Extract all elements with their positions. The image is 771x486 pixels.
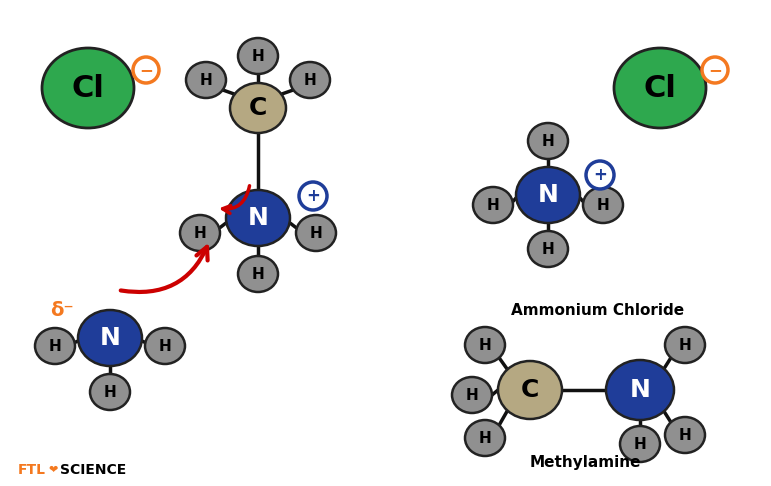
Text: −: −: [139, 61, 153, 79]
Ellipse shape: [528, 231, 568, 267]
Text: +: +: [306, 187, 320, 205]
Text: H: H: [304, 72, 316, 87]
Ellipse shape: [35, 328, 75, 364]
Text: H: H: [466, 387, 478, 402]
Text: FTL: FTL: [18, 463, 46, 477]
Text: H: H: [541, 134, 554, 149]
Ellipse shape: [620, 426, 660, 462]
Ellipse shape: [665, 417, 705, 453]
Text: H: H: [49, 339, 62, 353]
Ellipse shape: [586, 161, 614, 189]
Ellipse shape: [465, 420, 505, 456]
Ellipse shape: [606, 360, 674, 420]
Ellipse shape: [133, 57, 159, 83]
Ellipse shape: [238, 38, 278, 74]
Text: H: H: [159, 339, 171, 353]
Text: N: N: [537, 183, 558, 207]
Ellipse shape: [452, 377, 492, 413]
Ellipse shape: [290, 62, 330, 98]
FancyArrowPatch shape: [223, 186, 250, 213]
Ellipse shape: [78, 310, 142, 366]
FancyArrowPatch shape: [121, 247, 207, 292]
Text: N: N: [247, 206, 268, 230]
Text: H: H: [194, 226, 207, 241]
Text: H: H: [479, 431, 491, 446]
Text: Cl: Cl: [72, 73, 104, 103]
Text: H: H: [200, 72, 212, 87]
Text: H: H: [634, 436, 646, 451]
Text: H: H: [678, 428, 692, 442]
Ellipse shape: [665, 327, 705, 363]
Ellipse shape: [498, 361, 562, 419]
Text: Cl: Cl: [644, 73, 676, 103]
Text: H: H: [479, 337, 491, 352]
Text: N: N: [99, 326, 120, 350]
Text: H: H: [103, 384, 116, 399]
Ellipse shape: [238, 256, 278, 292]
Text: C: C: [249, 96, 268, 120]
Ellipse shape: [516, 167, 580, 223]
Ellipse shape: [465, 327, 505, 363]
Text: H: H: [678, 337, 692, 352]
Text: H: H: [251, 266, 264, 281]
Ellipse shape: [583, 187, 623, 223]
Ellipse shape: [186, 62, 226, 98]
Ellipse shape: [473, 187, 513, 223]
Text: Methylamine: Methylamine: [529, 454, 641, 469]
Text: H: H: [251, 49, 264, 64]
Text: H: H: [310, 226, 322, 241]
Text: H: H: [597, 197, 609, 212]
Ellipse shape: [299, 182, 327, 210]
Ellipse shape: [528, 123, 568, 159]
Ellipse shape: [145, 328, 185, 364]
Text: H: H: [541, 242, 554, 257]
Text: Ammonium Chloride: Ammonium Chloride: [511, 302, 685, 317]
Text: H: H: [487, 197, 500, 212]
Text: δ⁻: δ⁻: [50, 300, 74, 319]
Text: SCIENCE: SCIENCE: [60, 463, 126, 477]
Ellipse shape: [180, 215, 220, 251]
Ellipse shape: [230, 83, 286, 133]
Text: +: +: [593, 166, 607, 184]
Text: C: C: [521, 378, 539, 402]
Ellipse shape: [702, 57, 728, 83]
Ellipse shape: [42, 48, 134, 128]
Ellipse shape: [614, 48, 706, 128]
Ellipse shape: [296, 215, 336, 251]
Text: ❤: ❤: [48, 465, 57, 475]
Text: −: −: [708, 61, 722, 79]
Ellipse shape: [226, 190, 290, 246]
Ellipse shape: [90, 374, 130, 410]
Text: N: N: [630, 378, 651, 402]
